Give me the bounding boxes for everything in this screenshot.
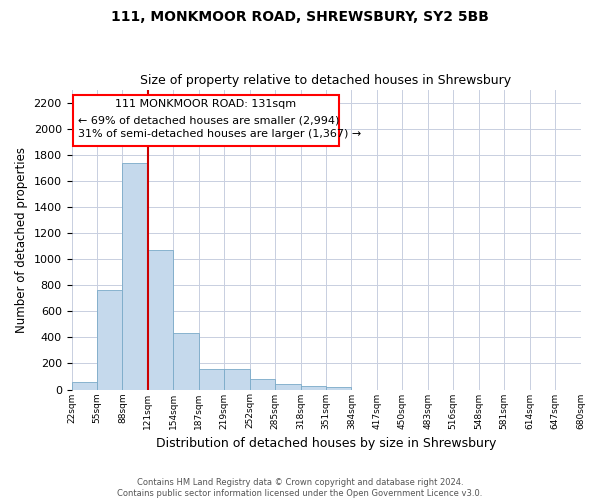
Bar (71, 382, 97, 390)
Title: Size of property relative to detached houses in Shrewsbury: Size of property relative to detached ho… (140, 74, 512, 87)
Bar (224, 370, 250, 390)
Bar (250, 379, 275, 390)
Y-axis label: Number of detached properties: Number of detached properties (15, 146, 28, 332)
Bar (173, 334, 199, 390)
Bar (73, 95, 339, 146)
Text: ← 69% of detached houses are smaller (2,994): ← 69% of detached houses are smaller (2,… (78, 115, 339, 125)
Bar (275, 384, 301, 390)
Bar (326, 386, 352, 390)
Bar (97, 290, 122, 390)
Text: Contains HM Land Registry data © Crown copyright and database right 2024.
Contai: Contains HM Land Registry data © Crown c… (118, 478, 482, 498)
Bar (122, 162, 148, 390)
Text: 111 MONKMOOR ROAD: 131sqm: 111 MONKMOOR ROAD: 131sqm (115, 99, 296, 109)
Bar (148, 250, 173, 390)
Text: 111, MONKMOOR ROAD, SHREWSBURY, SY2 5BB: 111, MONKMOOR ROAD, SHREWSBURY, SY2 5BB (111, 10, 489, 24)
Text: 31% of semi-detached houses are larger (1,367) →: 31% of semi-detached houses are larger (… (78, 130, 361, 140)
Bar (199, 370, 224, 390)
X-axis label: Distribution of detached houses by size in Shrewsbury: Distribution of detached houses by size … (156, 437, 496, 450)
Bar (301, 386, 326, 390)
